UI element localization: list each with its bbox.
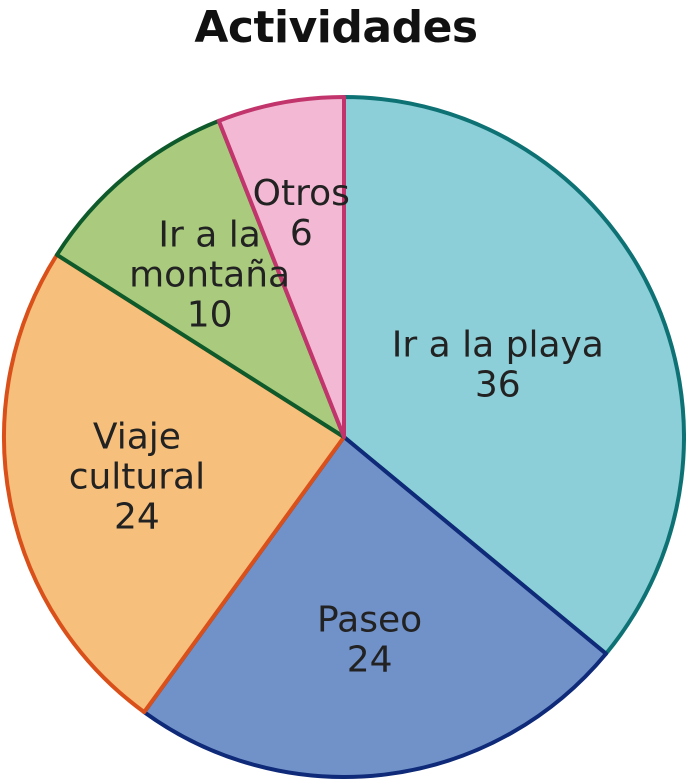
chart-title: Actividades <box>194 2 478 53</box>
slice-value-label: 10 <box>187 295 233 336</box>
slice-label-line: montaña <box>129 255 290 296</box>
pie-slice-1 <box>342 95 686 656</box>
pie-slice-4 <box>54 118 346 439</box>
slice-label-line: Ir a la <box>158 215 260 256</box>
slice-value-label: 24 <box>347 639 393 680</box>
pie-slice-5 <box>216 95 346 439</box>
slice-value-label: 36 <box>475 365 521 406</box>
slice-label-line: Otros <box>253 173 350 214</box>
pie-slice-2 <box>142 435 608 779</box>
slice-value-label: 24 <box>114 497 160 538</box>
slice-label-line: Viaje <box>93 417 181 458</box>
slice-label-line: Ir a la playa <box>392 325 604 366</box>
slice-label-5: Otros 6 <box>253 173 350 254</box>
slice-label-3: Viaje cultural 24 <box>69 417 205 538</box>
slice-label-1: Ir a la playa 36 <box>392 325 604 406</box>
slice-label-line: Paseo <box>317 599 422 640</box>
slice-value-label: 6 <box>290 213 313 254</box>
slice-label-4: Ir a la montaña 10 <box>129 215 290 336</box>
pie-slices <box>2 95 686 779</box>
pie-slice-3 <box>2 252 346 715</box>
slice-label-line: cultural <box>69 457 205 498</box>
slice-label-2: Paseo 24 <box>317 599 422 680</box>
